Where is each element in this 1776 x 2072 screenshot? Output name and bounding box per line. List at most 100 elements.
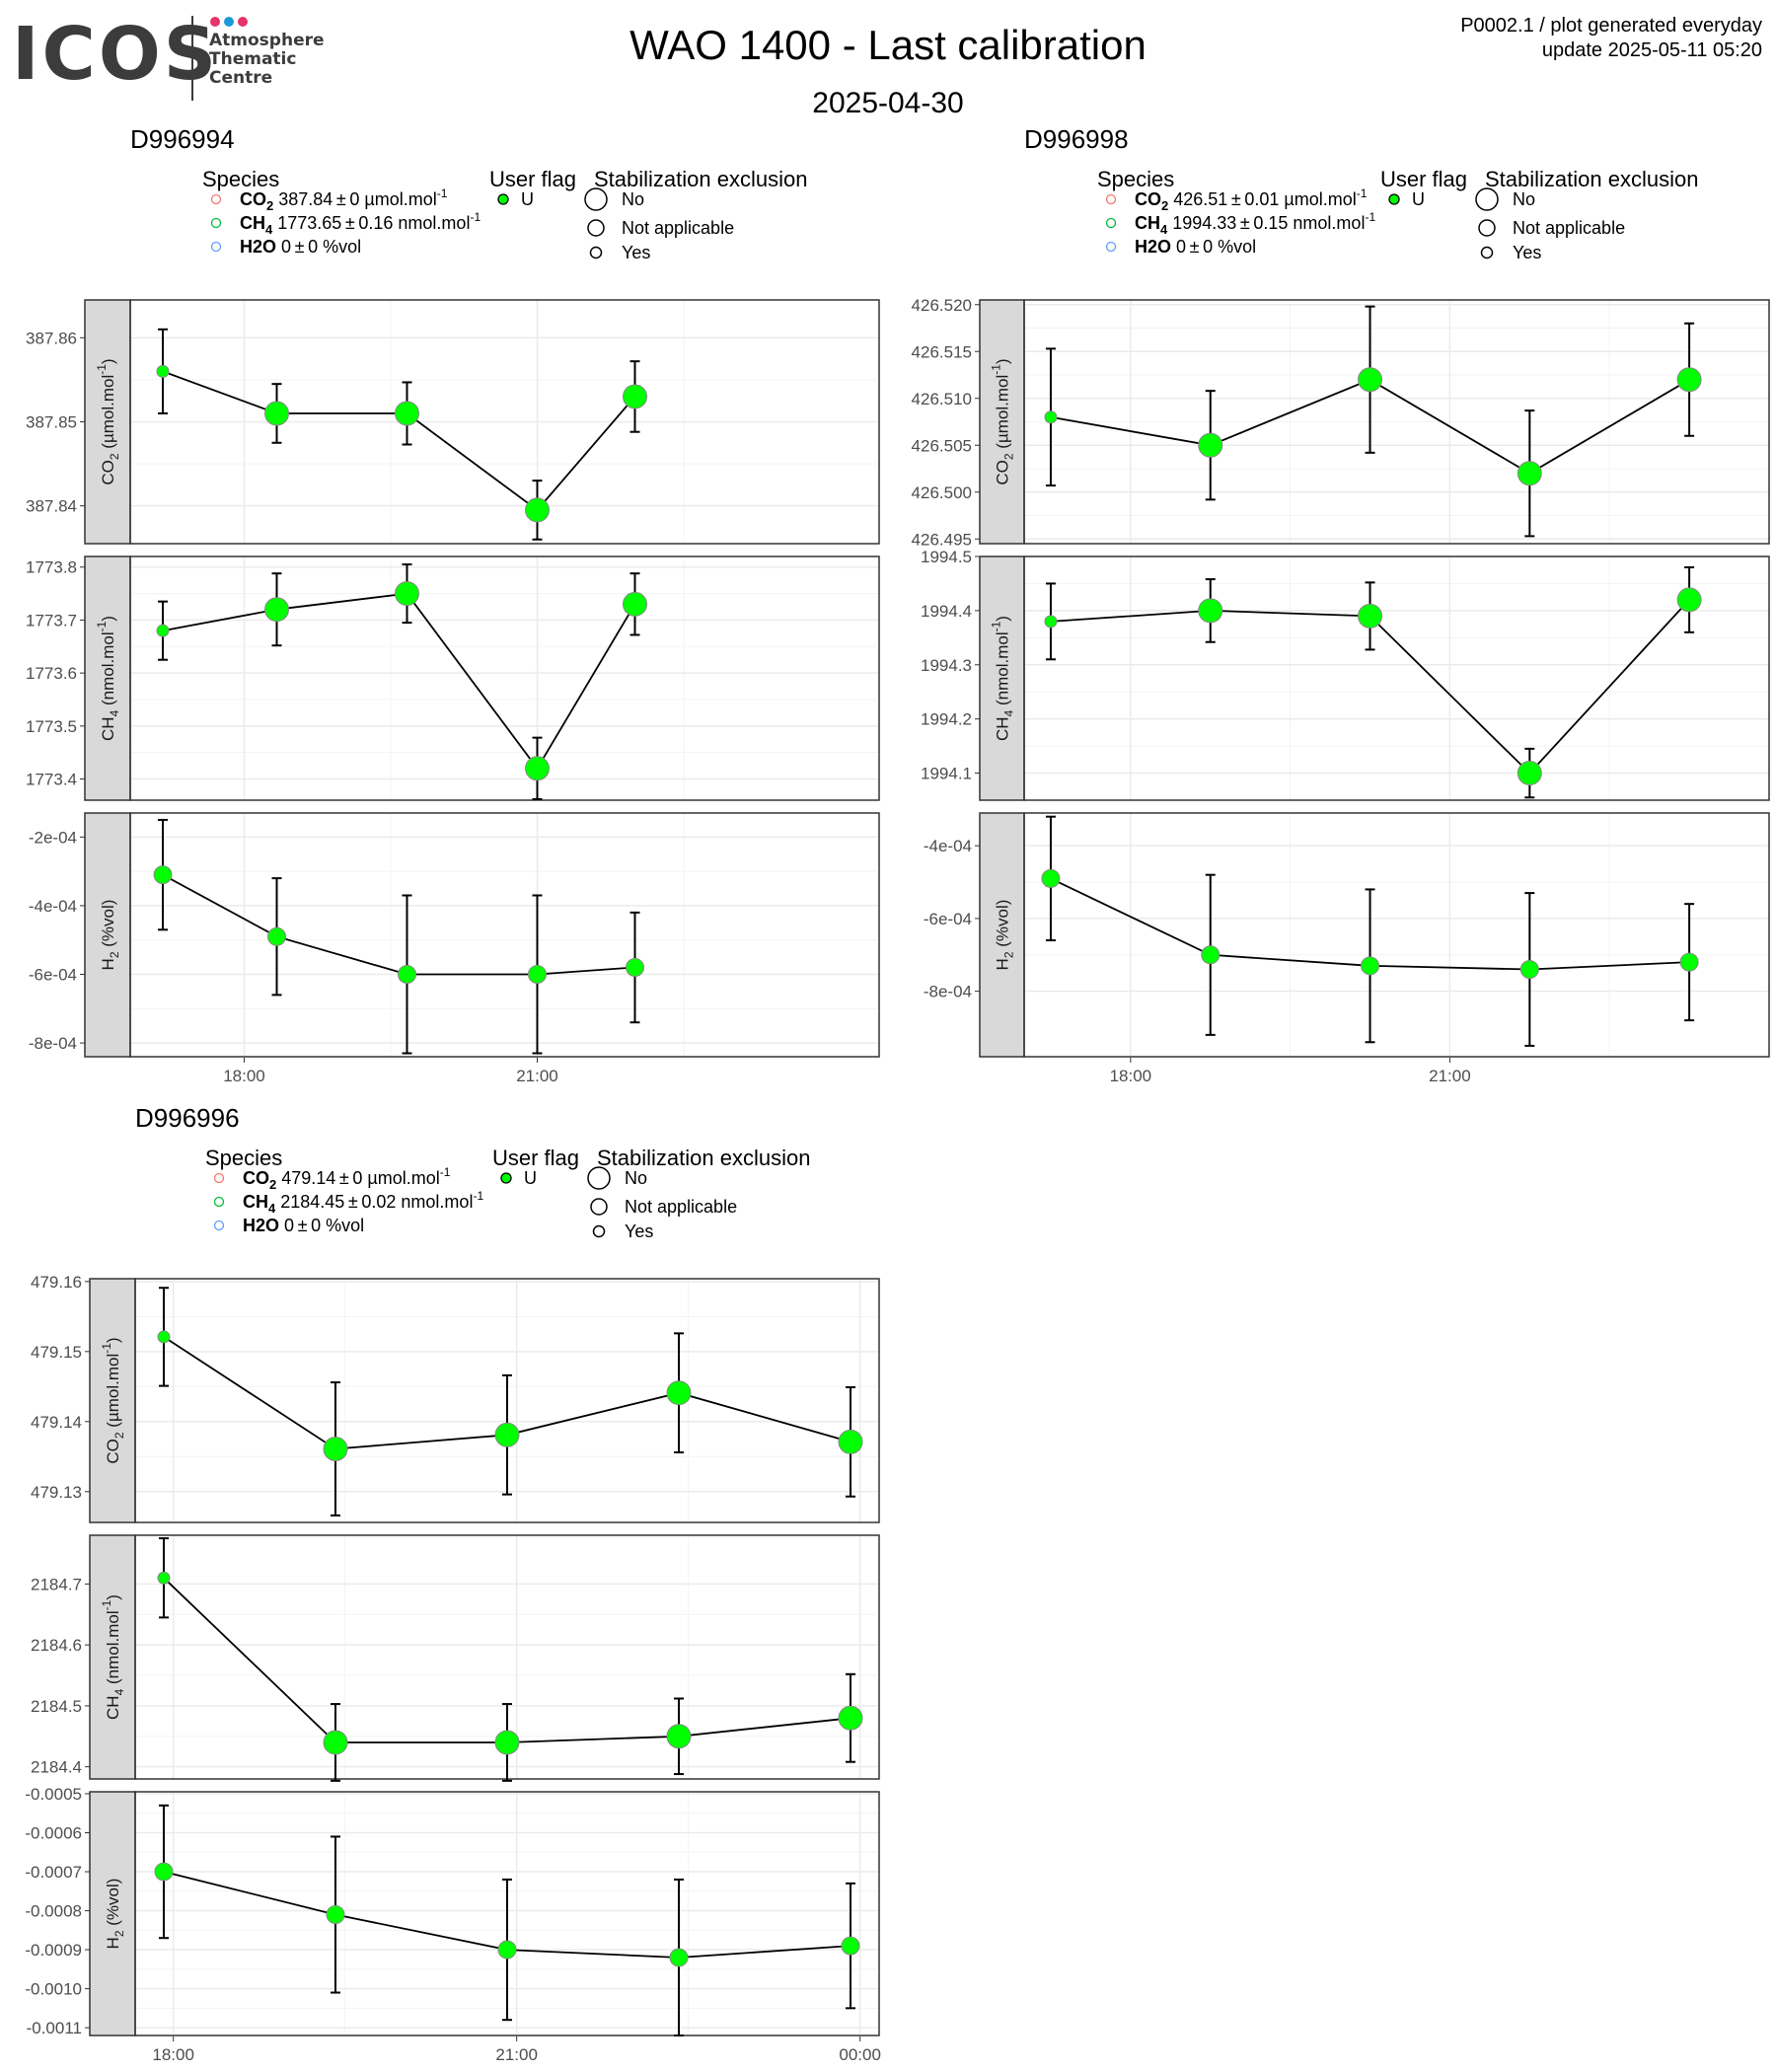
chart-title: D996998 [1024,124,1129,154]
y-tick-label: 426.495 [912,530,972,549]
y-tick-label: -8e-04 [924,983,972,1001]
panel-strip [979,555,1025,801]
panel-label-co2: CO2 (µmol.mol-1) [95,358,121,484]
data-point [666,1724,692,1749]
legend-label-user-flag: U [524,1168,537,1188]
y-tick-label: -8e-04 [29,1034,77,1053]
y-tick-label: 479.15 [31,1343,82,1362]
data-point [623,591,647,617]
y-tick-label: 387.84 [26,497,77,516]
legend-label-ch4: CH4 2184.45 ± 0.02 nmol.mol-1 [243,1189,483,1216]
legend-title-species: Species [205,1146,282,1170]
y-tick-label: -4e-04 [924,837,972,855]
legend-key-user-flag [1388,193,1400,205]
legend-key-stab-0 [584,187,608,211]
panel-strip [84,299,131,545]
legend-label-stab-2: Yes [1513,243,1541,262]
data-point [528,965,547,985]
legend-key-ch4 [213,1196,225,1208]
legend-title-stabilization: Stabilization exclusion [597,1146,810,1170]
legend-title-user-flag: User flag [489,167,576,191]
y-tick-label: 1994.3 [921,656,972,675]
y-tick-label: 426.520 [912,296,972,315]
legend-label-stab-1: Not applicable [622,218,734,238]
logo-dots-icon [210,17,248,27]
data-point [623,384,647,409]
legend-key-stab-0 [587,1166,611,1190]
legend-key-stab-2 [589,246,603,259]
data-point [838,1429,863,1454]
data-point [1519,960,1539,980]
y-tick-label: -6e-04 [924,910,972,928]
data-point [1358,367,1383,393]
data-point [1676,587,1702,613]
y-tick-label: -0.0008 [25,1902,82,1921]
y-tick-label: 1994.1 [921,765,972,783]
data-point [1044,410,1058,424]
data-point [494,1730,520,1755]
logo-divider [191,16,193,101]
data-point [525,497,550,523]
panel-border [1023,812,1770,1058]
chart-legend: Species User flag Stabilization exclusion C… [202,167,807,262]
data-point [398,965,416,985]
series-line [162,873,635,976]
panel-border [1023,555,1770,801]
panel-label-co2: CO2 (µmol.mol-1) [990,358,1016,484]
data-point [153,865,173,885]
legend-label-h2o: H2O 0 ± 0 %vol [243,1216,364,1235]
y-tick-label: 1773.4 [26,771,77,789]
y-tick-label: 2184.7 [31,1575,82,1593]
panel-label-h2o: H2 (%vol) [99,900,121,971]
y-tick-label: 426.515 [912,342,972,361]
data-point [267,926,286,946]
data-point [669,1948,689,1967]
logo-wordmark: ICOS [12,12,220,97]
legend-key-stab-1 [590,1198,608,1216]
y-tick-label: -0.0011 [27,2019,82,2037]
chart-D996996: D996996 Species User flag Stabilization exc… [25,1103,881,2064]
panel-h2o: -2e-04 -4e-04 -6e-04 -8e-04 H2 (%vol) [29,812,880,1058]
logo-subtitle: Atmosphere Thematic Centre [209,32,325,88]
legend-key-stab-1 [1478,219,1496,237]
legend-title-species: Species [1097,167,1174,191]
legend-key-co2 [1105,193,1117,205]
data-point [1679,952,1699,972]
data-point [1198,598,1223,624]
x-tick-label: 18:00 [152,2045,194,2064]
legend-label-stab-0: No [1513,189,1535,209]
y-tick-label: 1773.7 [26,611,77,629]
legend-key-h2o [210,241,222,253]
data-point [326,1904,345,1924]
y-tick-label: 426.500 [912,483,972,502]
logo-dot-1 [210,17,220,27]
panel-border [134,1791,880,2036]
legend-label-stab-1: Not applicable [625,1197,737,1217]
y-tick-label: 1773.5 [26,717,77,736]
data-point [156,364,170,378]
panel-label-co2: CO2 (µmol.mol-1) [100,1337,126,1463]
legend-label-stab-2: Yes [622,243,650,262]
panel-strip [84,555,131,801]
logo-dot-3 [238,17,248,27]
y-tick-label: 1994.4 [921,602,972,621]
legend-label-co2: CO2 479.14 ± 0 µmol.mol-1 [243,1165,451,1192]
data-point [1201,945,1221,965]
data-point [1358,603,1383,629]
y-tick-label: 426.510 [912,390,972,408]
data-point [1676,367,1702,393]
data-point [323,1436,348,1461]
panel-border [1023,299,1770,545]
legend-label-stab-2: Yes [625,1221,653,1241]
legend-label-ch4: CH4 1773.65 ± 0.16 nmol.mol-1 [240,210,481,237]
data-point [1044,615,1058,629]
panel-border [129,812,880,1058]
page-subtitle: 2025-04-30 [812,87,964,119]
panel-h2o: -0.0005 -0.0006 -0.0007 -0.0008 -0.0009 -0.00… [25,1785,880,2037]
y-tick-label: 479.16 [31,1273,82,1292]
data-point [1517,461,1542,486]
legend-key-ch4 [210,217,222,229]
x-tick-label: 00:00 [839,2045,881,2064]
panel-border [134,1278,880,1523]
